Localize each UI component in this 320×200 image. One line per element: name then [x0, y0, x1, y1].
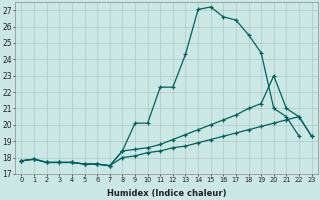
X-axis label: Humidex (Indice chaleur): Humidex (Indice chaleur): [107, 189, 226, 198]
